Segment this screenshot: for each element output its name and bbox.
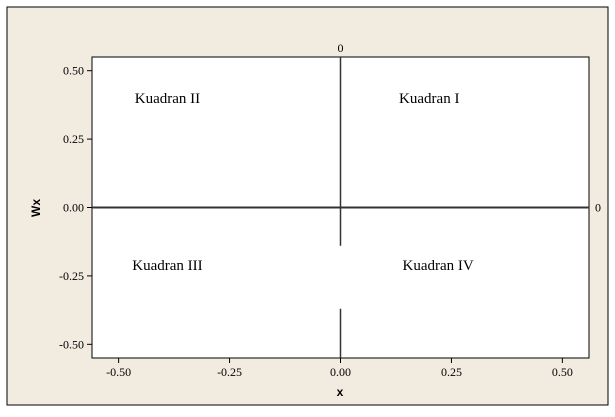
quadrant-label: Kuadran I	[399, 91, 459, 107]
quadrant-annotations: Kuadran II Kuadran I Kuadran III Kuadran IV	[132, 91, 474, 274]
y-tick-label: 0.00	[63, 201, 84, 215]
x-tick-label: 0.25	[441, 365, 462, 379]
horizontal-reference-label: 0	[595, 201, 601, 215]
x-tick-label: -0.50	[106, 365, 131, 379]
quadrant-label: Kuadran IV	[403, 258, 474, 274]
y-tick-label: 0.50	[63, 64, 84, 78]
x-axis: -0.50 -0.25 0.00 0.25 0.50	[106, 358, 573, 379]
vertical-reference-label: 0	[338, 41, 344, 55]
y-tick-label: -0.50	[59, 337, 84, 351]
y-axis: -0.50 -0.25 0.00 0.25 0.50	[59, 64, 92, 351]
y-tick-label: -0.25	[59, 269, 84, 283]
x-tick-label: 0.50	[552, 365, 573, 379]
quadrant-label: Kuadran II	[135, 91, 200, 107]
x-tick-label: -0.25	[217, 365, 242, 379]
quadrant-label: Kuadran III	[132, 258, 202, 274]
reference-lines: 00	[92, 41, 601, 358]
x-tick-label: 0.00	[330, 365, 351, 379]
y-axis-title: Wx	[29, 199, 43, 217]
x-axis-title: x	[337, 385, 344, 399]
y-tick-label: 0.25	[63, 132, 84, 146]
